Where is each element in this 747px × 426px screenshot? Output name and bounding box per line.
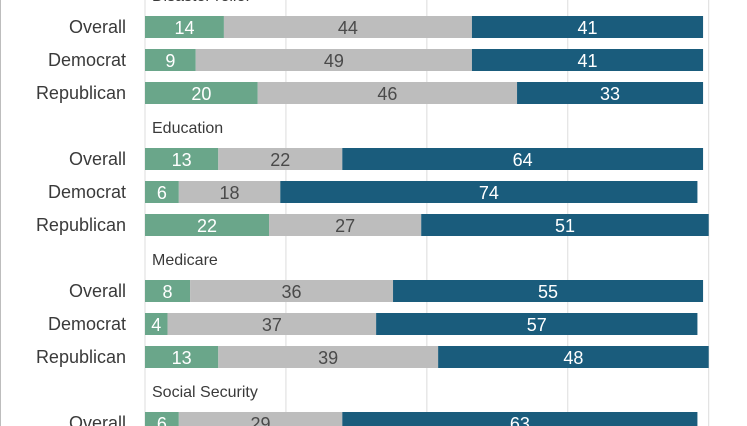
data-label-low: 20 bbox=[191, 84, 211, 104]
data-label-mid: 36 bbox=[282, 282, 302, 302]
group-title: Disaster relief bbox=[152, 0, 250, 5]
bar-segment-high bbox=[393, 280, 704, 302]
bar-segment-mid bbox=[257, 82, 518, 104]
data-label-mid: 46 bbox=[377, 84, 397, 104]
data-label-mid: 22 bbox=[270, 150, 290, 170]
data-label-high: 55 bbox=[538, 282, 558, 302]
data-label-mid: 44 bbox=[338, 18, 358, 38]
bar-segment-low bbox=[145, 82, 258, 104]
data-label-high: 41 bbox=[577, 18, 597, 38]
data-label-mid: 49 bbox=[324, 51, 344, 71]
data-label-high: 41 bbox=[577, 51, 597, 71]
bar-segment-low bbox=[145, 148, 219, 170]
row-label: Republican bbox=[36, 215, 126, 235]
data-label-low: 13 bbox=[172, 150, 192, 170]
bar-segment-mid bbox=[218, 346, 439, 368]
bar-segment-low bbox=[145, 346, 219, 368]
bar-segment-mid bbox=[178, 181, 281, 203]
bars bbox=[145, 16, 709, 426]
data-label-high: 57 bbox=[527, 315, 547, 335]
data-label-mid: 18 bbox=[220, 183, 240, 203]
row-label: Overall bbox=[69, 281, 126, 301]
bar-segment-high bbox=[471, 49, 704, 71]
bar-segment-low bbox=[145, 280, 191, 302]
data-label-high: 48 bbox=[563, 348, 583, 368]
bar-segment-low bbox=[145, 412, 179, 426]
bar-segment-low bbox=[145, 181, 179, 203]
row-label: Democrat bbox=[48, 182, 126, 202]
data-label-mid: 39 bbox=[318, 348, 338, 368]
data-label-low: 6 bbox=[157, 414, 167, 426]
data-label-mid: 37 bbox=[262, 315, 282, 335]
bar-segment-high bbox=[280, 181, 698, 203]
bar-segment-mid bbox=[218, 148, 343, 170]
data-label-high: 74 bbox=[479, 183, 499, 203]
bar-segment-high bbox=[376, 313, 698, 335]
data-label-mid: 29 bbox=[251, 414, 271, 426]
bar-segment-low bbox=[145, 313, 168, 335]
group-title: Medicare bbox=[152, 252, 218, 269]
bar-segment-high bbox=[438, 346, 709, 368]
bar-segment-mid bbox=[190, 280, 394, 302]
bar-segment-low bbox=[145, 49, 196, 71]
bar-segment-high bbox=[517, 82, 704, 104]
row-label: Overall bbox=[69, 149, 126, 169]
row-label: Overall bbox=[69, 413, 126, 426]
row-label: Republican bbox=[36, 83, 126, 103]
bar-segment-mid bbox=[178, 412, 343, 426]
row-label: Republican bbox=[36, 347, 126, 367]
row-label: Overall bbox=[69, 17, 126, 37]
group-title: Social Security bbox=[152, 384, 258, 401]
data-label-high: 51 bbox=[555, 216, 575, 236]
data-label-low: 8 bbox=[163, 282, 173, 302]
data-label-low: 9 bbox=[165, 51, 175, 71]
bar-segment-high bbox=[342, 148, 704, 170]
bar-segment-high bbox=[471, 16, 704, 38]
data-label-high: 64 bbox=[513, 150, 533, 170]
data-label-low: 4 bbox=[151, 315, 161, 335]
row-label: Democrat bbox=[48, 50, 126, 70]
data-label-low: 22 bbox=[197, 216, 217, 236]
data-label-low: 6 bbox=[157, 183, 167, 203]
bar-segment-mid bbox=[167, 313, 377, 335]
bar-segment-low bbox=[145, 214, 270, 236]
labels: Disaster relief Overall 14 44 41 Democrat 9 49 4… bbox=[36, 0, 620, 426]
data-label-high: 63 bbox=[510, 414, 530, 426]
data-label-mid: 27 bbox=[335, 216, 355, 236]
bar-segment-high bbox=[421, 214, 709, 236]
bar-segment-high bbox=[342, 412, 698, 426]
data-label-low: 13 bbox=[172, 348, 192, 368]
row-label: Democrat bbox=[48, 314, 126, 334]
group-title: Education bbox=[152, 120, 223, 137]
data-label-high: 33 bbox=[600, 84, 620, 104]
bar-segment-mid bbox=[223, 16, 472, 38]
bar-segment-mid bbox=[195, 49, 472, 71]
data-label-low: 14 bbox=[174, 18, 194, 38]
bar-segment-low bbox=[145, 16, 224, 38]
bar-segment-mid bbox=[269, 214, 422, 236]
